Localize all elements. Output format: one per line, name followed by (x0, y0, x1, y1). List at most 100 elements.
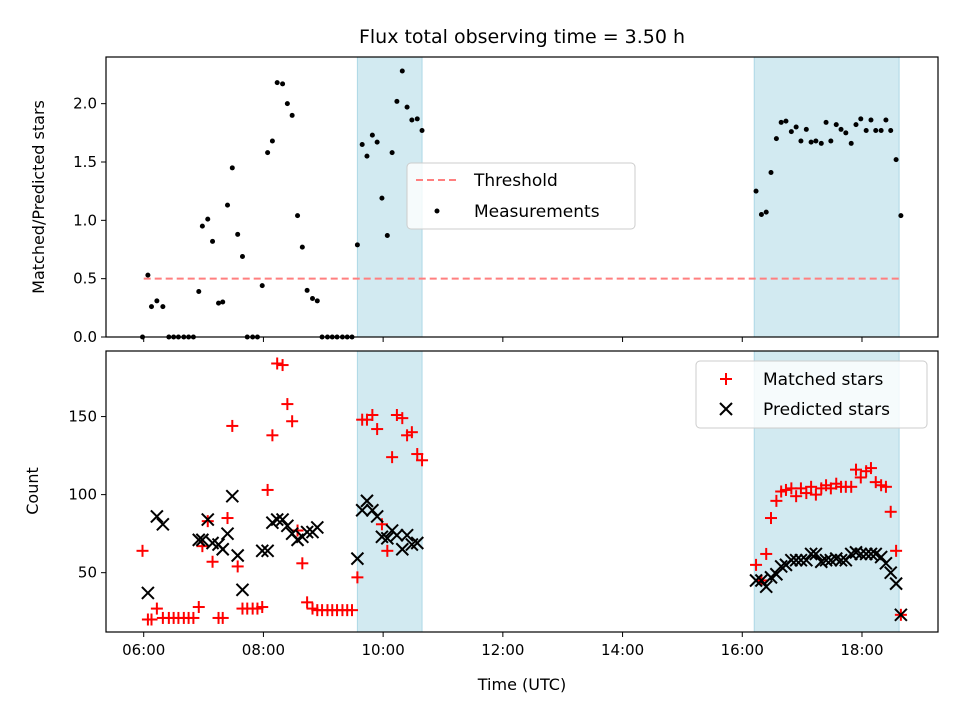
matched-star-point (371, 423, 384, 436)
measurement-point (813, 138, 819, 144)
measurement-point (295, 213, 301, 219)
predicted-star-point (280, 519, 295, 533)
x-stroke (814, 555, 828, 569)
measurement-point (225, 202, 231, 208)
measurement-point (199, 223, 205, 229)
predicted-star-point (884, 565, 898, 580)
matched-star-point (864, 462, 877, 475)
x-tick-label: 10:00 (362, 641, 405, 659)
matched-star-point (405, 426, 418, 439)
measurement-point (314, 298, 320, 304)
matched-star-point (845, 480, 858, 493)
x-stroke (201, 512, 215, 527)
x-stroke (894, 608, 908, 622)
predicted-star-point (220, 526, 235, 541)
matched-star-point (301, 596, 314, 609)
matched-star-point (271, 357, 284, 370)
y-tick-label: 150 (68, 408, 97, 426)
predicted-star-point (400, 528, 414, 542)
matched-star-point (416, 454, 429, 467)
measurement-point (404, 104, 410, 110)
x-stroke (156, 517, 170, 531)
x-stroke (889, 576, 903, 591)
matched-star-point (276, 359, 289, 372)
matched-star-point (351, 571, 364, 584)
predicted-star-point (889, 576, 903, 591)
matched-star-point (381, 544, 394, 557)
matched-star-point (221, 512, 234, 525)
measurement-point (753, 188, 759, 194)
x-tick-label: 14:00 (601, 641, 644, 659)
measurements-legend-label: Measurements (474, 202, 600, 222)
x-stroke (280, 519, 295, 533)
count-points (136, 357, 908, 626)
matched-star-point (136, 544, 149, 557)
x-stroke (255, 544, 269, 558)
measurement-point (289, 112, 295, 118)
x-stroke (216, 542, 230, 556)
matched-star-point (266, 429, 279, 442)
x-stroke (150, 509, 164, 524)
x-stroke (235, 583, 250, 597)
x-stroke (275, 512, 290, 527)
predicted-star-point (390, 528, 404, 542)
predicted-stars-legend-swatch (719, 402, 733, 416)
predicted-star-point (270, 512, 284, 527)
measurement-point (888, 128, 894, 133)
predicted-star-point (774, 559, 788, 574)
matched-star-point (396, 412, 409, 425)
x-stroke (774, 559, 788, 574)
x-stroke (754, 573, 769, 588)
measurement-point (419, 128, 425, 133)
matched-star-point (216, 611, 229, 624)
measurement-point (783, 118, 789, 124)
matched-star-point (366, 409, 379, 422)
x-tick-label: 08:00 (242, 641, 285, 659)
x-stroke (141, 586, 155, 600)
x-tick-label: 12:00 (481, 641, 524, 659)
predicted-star-point (355, 503, 369, 517)
measurement-point (284, 101, 290, 107)
predicted-star-point (789, 553, 803, 567)
matched-star-point (790, 490, 803, 503)
x-stroke (864, 547, 878, 561)
count-y-axis-label: Count (23, 467, 42, 515)
measurement-point (399, 68, 405, 74)
predicted-star-point (879, 556, 893, 571)
x-stroke (879, 556, 893, 571)
x-stroke (869, 547, 883, 561)
x-stroke (260, 544, 275, 558)
predicted-star-point (365, 503, 380, 517)
matched-star-point (760, 547, 773, 560)
predicted-star-point (759, 580, 773, 594)
predicted-star-point (395, 542, 409, 556)
x-stroke (809, 547, 823, 561)
ratio-points (140, 68, 904, 340)
count-legend-box (695, 360, 928, 429)
predicted-star-point (794, 553, 808, 567)
measurement-point (833, 122, 839, 128)
measurement-point (788, 129, 794, 135)
measurement-point (304, 287, 310, 293)
matched-star-point (196, 540, 209, 553)
measurement-point (893, 157, 899, 163)
matched-star-point (201, 515, 214, 528)
matched-star-point (206, 555, 219, 568)
measurement-point (364, 153, 370, 159)
x-stroke (270, 512, 284, 527)
measurement-point (778, 119, 784, 125)
matched-star-point (884, 505, 897, 518)
predicted-star-point (350, 551, 365, 566)
measurement-point (868, 117, 874, 123)
matched-star-point (800, 487, 813, 500)
predicted-star-point (809, 547, 823, 561)
ratio-legend-box (406, 162, 636, 230)
x-stroke (225, 489, 240, 503)
matched-star-point (187, 611, 200, 624)
matched-star-point (192, 601, 205, 614)
x-stroke (355, 503, 369, 517)
matched-star-point (286, 415, 299, 428)
predicted-star-point (360, 494, 374, 508)
x-stroke (794, 553, 808, 567)
